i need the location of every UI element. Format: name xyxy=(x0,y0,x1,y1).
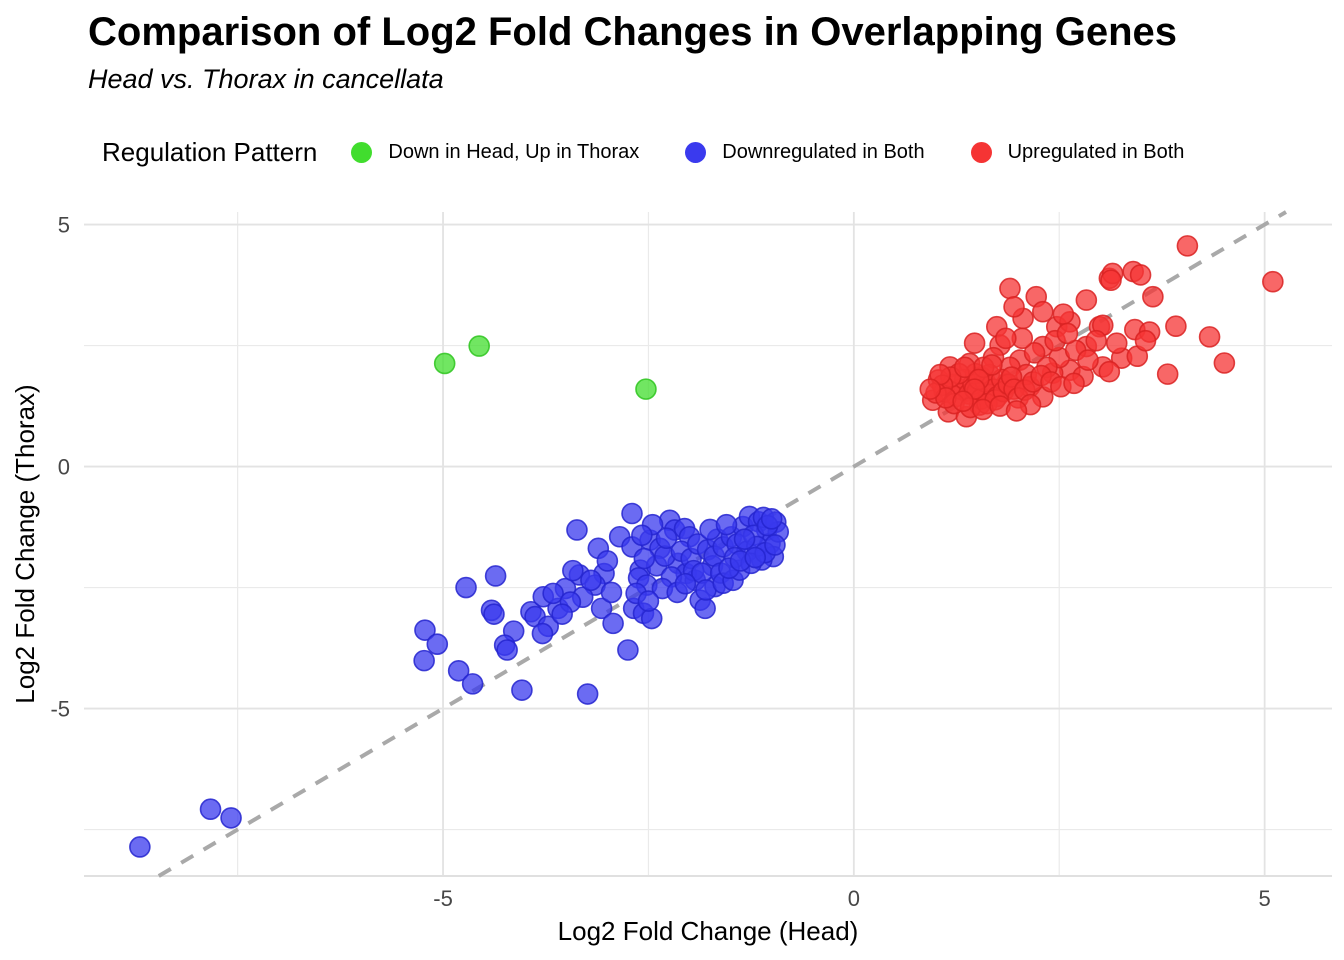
data-point xyxy=(635,378,657,400)
data-point xyxy=(1085,329,1108,352)
data-point xyxy=(511,679,533,701)
blue-dot-icon xyxy=(685,141,707,163)
data-point xyxy=(674,572,697,595)
x-tick-label: -5 xyxy=(433,886,453,911)
data-point xyxy=(447,659,470,682)
data-point xyxy=(1005,400,1028,422)
data-point xyxy=(995,327,1017,350)
data-point xyxy=(1156,363,1179,385)
data-point xyxy=(1063,372,1085,395)
legend-item-downregulated-both: Downregulated in Both xyxy=(685,140,925,164)
data-point xyxy=(455,576,477,599)
data-point xyxy=(1129,264,1152,286)
y-axis-title: Log2 Fold Change (Thorax) xyxy=(10,384,40,703)
data-point xyxy=(414,619,436,641)
data-point xyxy=(760,508,783,530)
chart-title: Comparison of Log2 Fold Changes in Overl… xyxy=(88,10,1178,54)
data-point xyxy=(744,546,767,569)
data-point xyxy=(1198,326,1221,348)
x-axis-title: Log2 Fold Change (Head) xyxy=(558,916,859,946)
data-point xyxy=(1105,332,1128,354)
data-point xyxy=(1031,300,1054,323)
data-point xyxy=(576,683,599,705)
data-point xyxy=(484,565,507,587)
legend-item-label: Downregulated in Both xyxy=(722,140,925,163)
legend-item-down-head-up-thorax: Down in Head, Up in Thorax xyxy=(351,141,639,164)
data-point xyxy=(590,597,613,620)
legend-item-upregulated-both: Upregulated in Both xyxy=(970,140,1185,164)
legend-item-label: Down in Head, Up in Thorax xyxy=(388,140,640,163)
data-point xyxy=(1023,342,1046,364)
data-point xyxy=(461,673,484,695)
data-point xyxy=(1142,285,1164,308)
data-point xyxy=(981,354,1003,376)
data-point xyxy=(617,639,639,661)
chart-subtitle: Head vs. Thorax in cancellata xyxy=(88,64,444,94)
data-point xyxy=(1165,315,1187,338)
data-point xyxy=(733,528,756,550)
y-tick-label: -5 xyxy=(50,697,70,722)
data-point xyxy=(963,332,986,354)
data-point xyxy=(496,639,518,661)
data-point xyxy=(1003,296,1025,318)
data-point xyxy=(637,590,660,612)
x-tick-label: 0 xyxy=(848,886,860,911)
data-point xyxy=(1056,322,1079,345)
red-dot-icon xyxy=(970,141,992,163)
data-point xyxy=(621,502,643,525)
legend: Regulation Pattern Down in Head, Up in T… xyxy=(102,130,1230,174)
data-point xyxy=(631,524,653,547)
data-point xyxy=(566,519,588,541)
data-point xyxy=(413,649,435,672)
data-point xyxy=(562,559,584,582)
data-point xyxy=(129,836,151,858)
data-point xyxy=(764,534,786,556)
data-point xyxy=(433,352,456,375)
data-point xyxy=(1077,349,1099,371)
data-point xyxy=(640,607,663,630)
y-tick-label: 5 xyxy=(58,213,70,238)
data-point xyxy=(199,798,222,821)
data-point xyxy=(633,547,656,570)
data-point xyxy=(1052,303,1075,325)
data-point xyxy=(596,550,619,572)
data-point xyxy=(551,603,573,625)
data-point xyxy=(531,622,554,645)
y-tick-label: 0 xyxy=(58,455,70,480)
data-point xyxy=(600,581,623,604)
data-point xyxy=(999,277,1021,300)
data-point xyxy=(220,807,242,829)
data-point xyxy=(952,390,974,413)
data-point xyxy=(1134,329,1157,352)
data-point xyxy=(426,633,449,655)
data-point xyxy=(953,356,976,379)
x-tick-label: 5 xyxy=(1259,886,1271,911)
data-point xyxy=(483,603,505,625)
data-point xyxy=(655,527,678,549)
data-point xyxy=(715,513,738,536)
data-point xyxy=(1262,270,1284,293)
data-point xyxy=(919,378,942,400)
legend-item-label: Upregulated in Both xyxy=(1007,140,1185,163)
data-point xyxy=(1098,360,1121,383)
data-point xyxy=(694,597,716,620)
data-point xyxy=(1100,269,1122,292)
green-dot-icon xyxy=(351,141,373,163)
data-point xyxy=(542,582,564,605)
data-point xyxy=(1176,235,1199,257)
data-point xyxy=(468,335,490,357)
data-point xyxy=(580,569,602,592)
data-point xyxy=(1075,289,1098,311)
data-point xyxy=(602,612,624,635)
data-point xyxy=(1213,352,1236,374)
legend-title: Regulation Pattern xyxy=(102,136,318,167)
